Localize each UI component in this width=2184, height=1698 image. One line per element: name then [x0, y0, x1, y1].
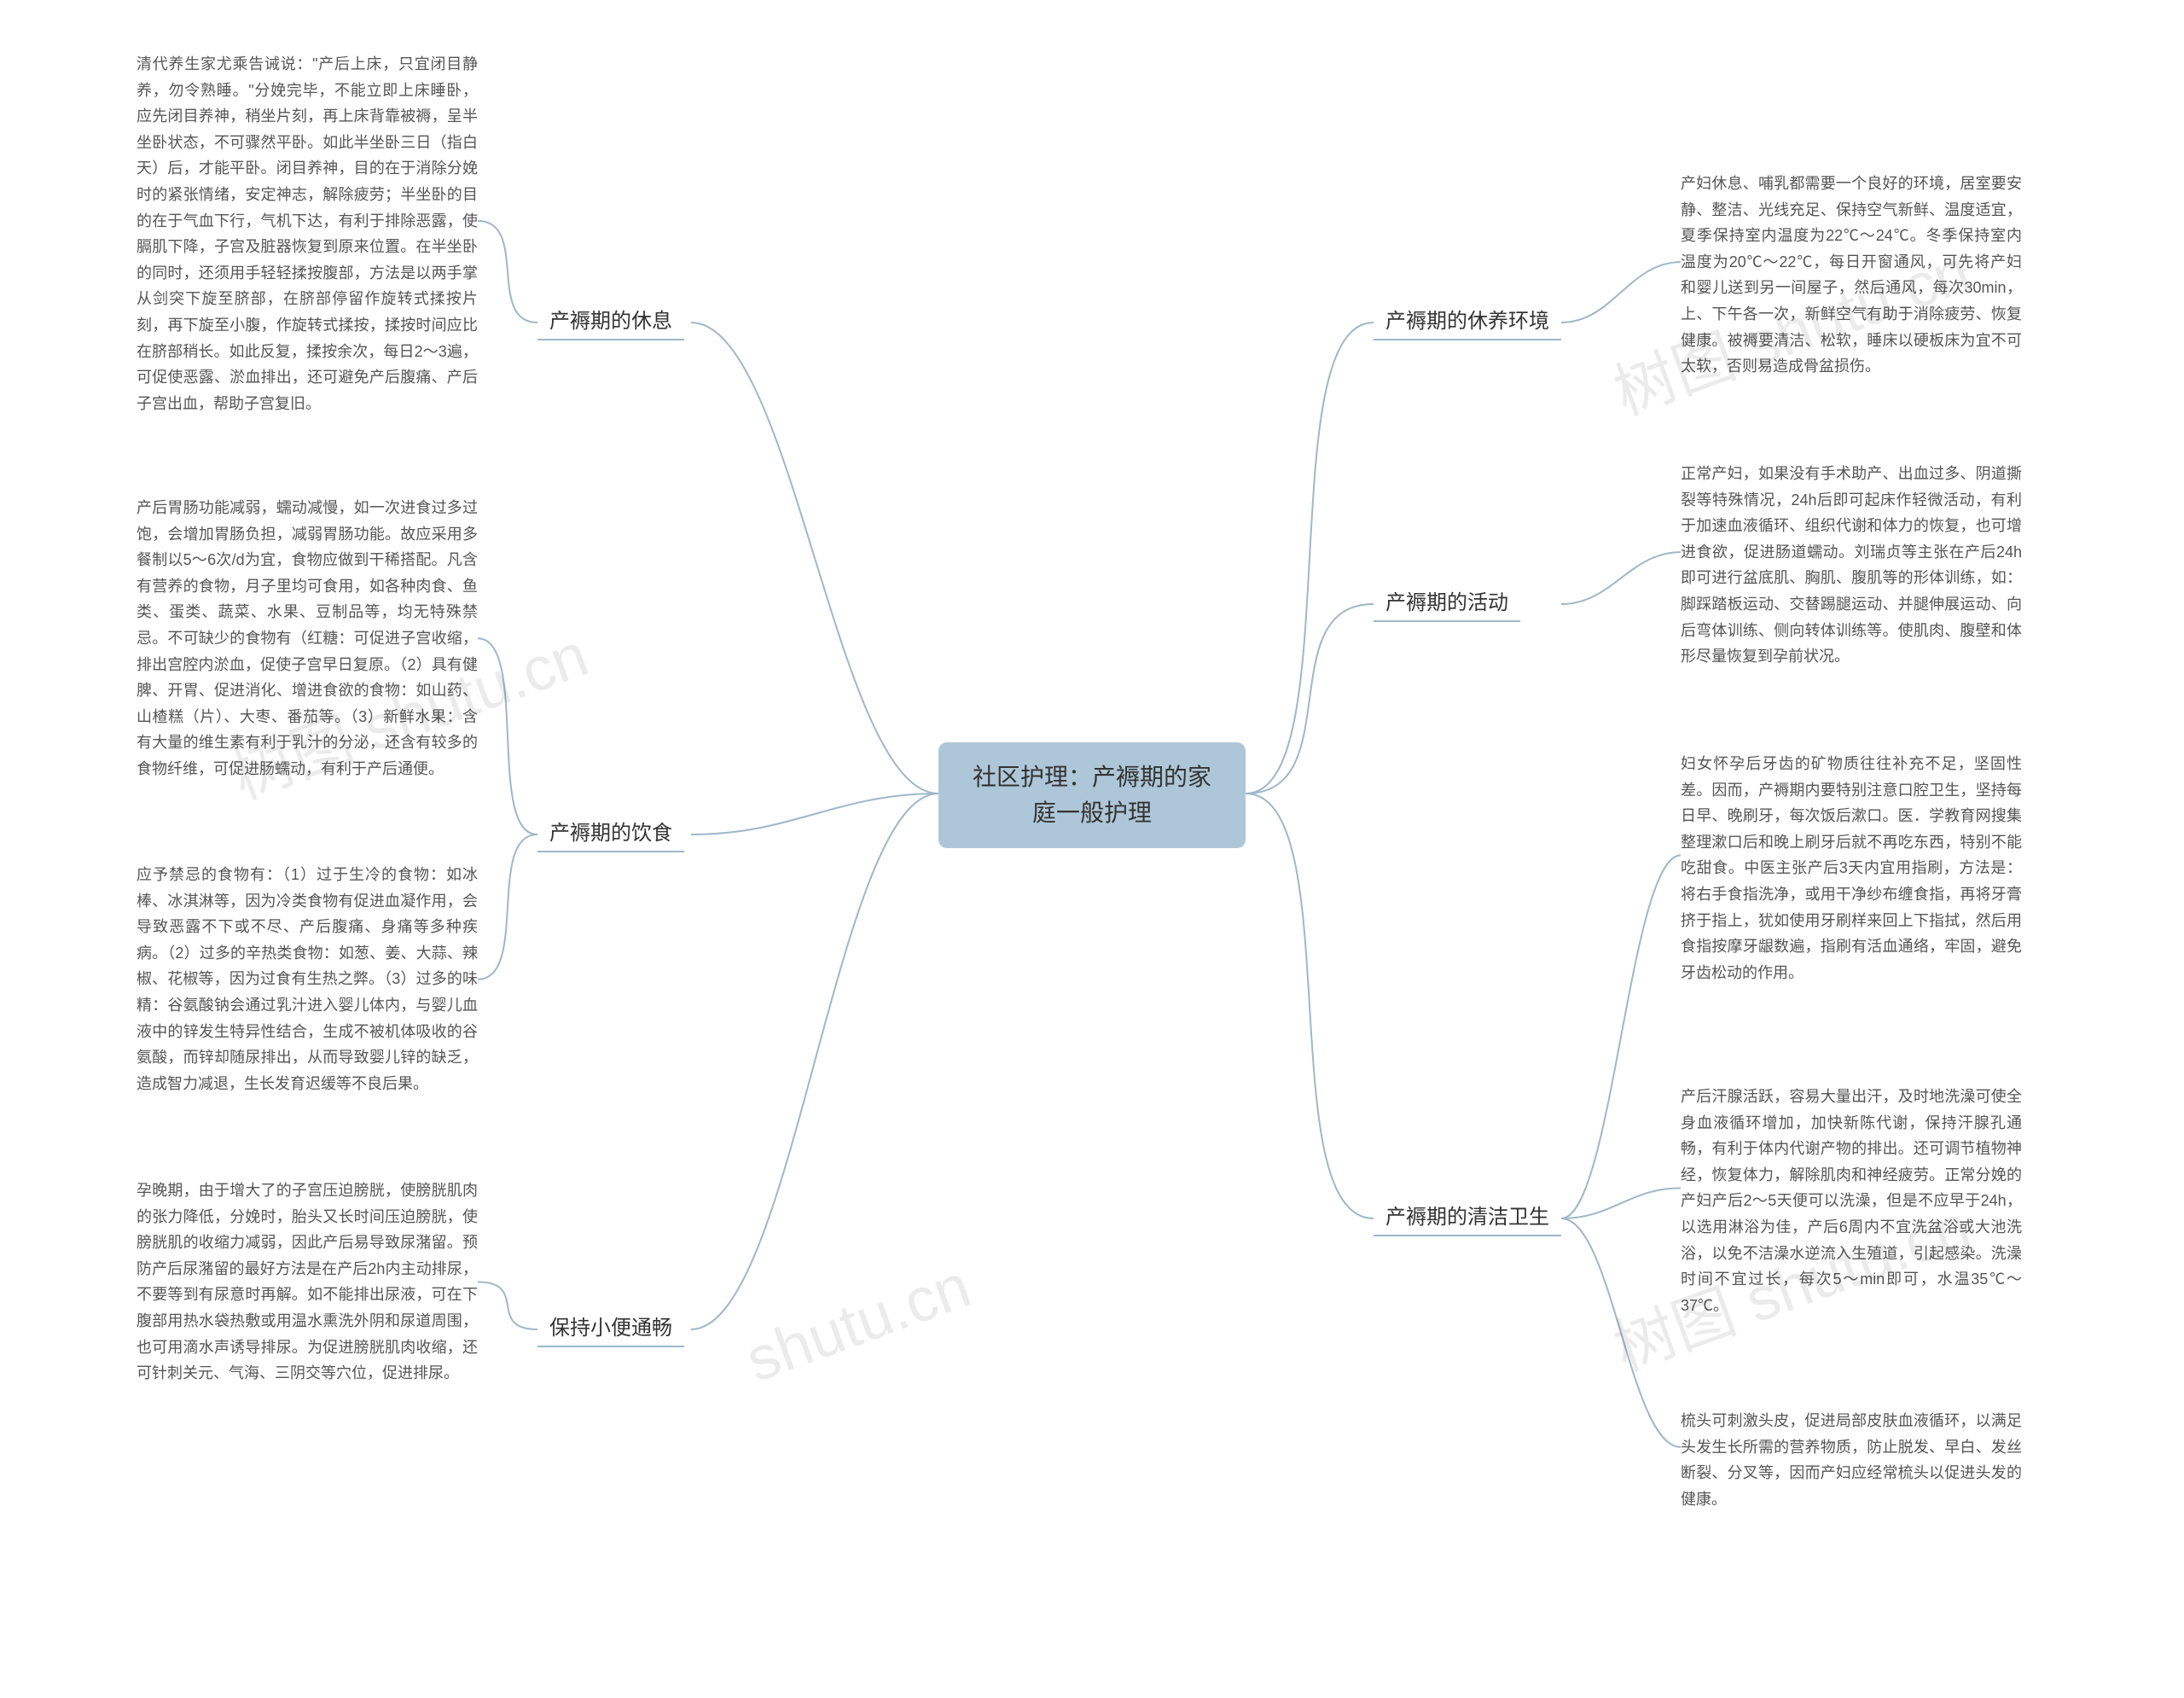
- leaf-node: 产后汗腺活跃，容易大量出汗，及时地洗澡可使全身血液循环增加，加快新陈代谢，保持汗…: [1681, 1084, 2022, 1318]
- branch-node: 产褥期的休养环境: [1374, 299, 1561, 340]
- branch-node: 产褥期的饮食: [537, 811, 684, 852]
- leaf-node: 应予禁忌的食物有：（1）过于生冷的食物：如冰棒、冰淇淋等，因为冷类食物有促进血凝…: [136, 862, 478, 1096]
- branch-node: 产褥期的活动: [1374, 580, 1520, 622]
- leaf-node: 孕晚期，由于增大了的子宫压迫膀胱，使膀胱肌肉的张力降低，分娩时，胎头又长时间压迫…: [136, 1178, 478, 1387]
- center-node-text: 社区护理：产褥期的家庭一般护理: [964, 759, 1220, 831]
- center-node: 社区护理：产褥期的家庭一般护理: [938, 742, 1246, 848]
- branch-node: 保持小便通畅: [537, 1305, 684, 1347]
- leaf-node: 清代养生家尤乘告诫说："产后上床，只宜闭目静养，勿令熟睡。"分娩完毕，不能立即上…: [136, 51, 478, 416]
- leaf-node: 妇女怀孕后牙齿的矿物质往往补充不足，坚固性差。因而，产褥期内要特别注意口腔卫生，…: [1681, 751, 2022, 986]
- leaf-node: 梳头可刺激头皮，促进局部皮肤血液循环，以满足头发生长所需的营养物质，防止脱发、早…: [1681, 1408, 2022, 1512]
- leaf-node: 正常产妇，如果没有手术助产、出血过多、阴道撕裂等特殊情况，24h后即可起床作轻微…: [1681, 461, 2022, 670]
- branch-node: 产褥期的清洁卫生: [1374, 1195, 1561, 1236]
- leaf-node: 产后胃肠功能减弱，蠕动减慢，如一次进食过多过饱，会增加胃肠负担，减弱胃肠功能。故…: [136, 495, 478, 782]
- watermark: shutu.cn: [737, 1251, 979, 1396]
- leaf-node: 产妇休息、哺乳都需要一个良好的环境，居室要安静、整洁、光线充足、保持空气新鲜、温…: [1681, 171, 2022, 380]
- branch-node: 产褥期的休息: [537, 299, 684, 340]
